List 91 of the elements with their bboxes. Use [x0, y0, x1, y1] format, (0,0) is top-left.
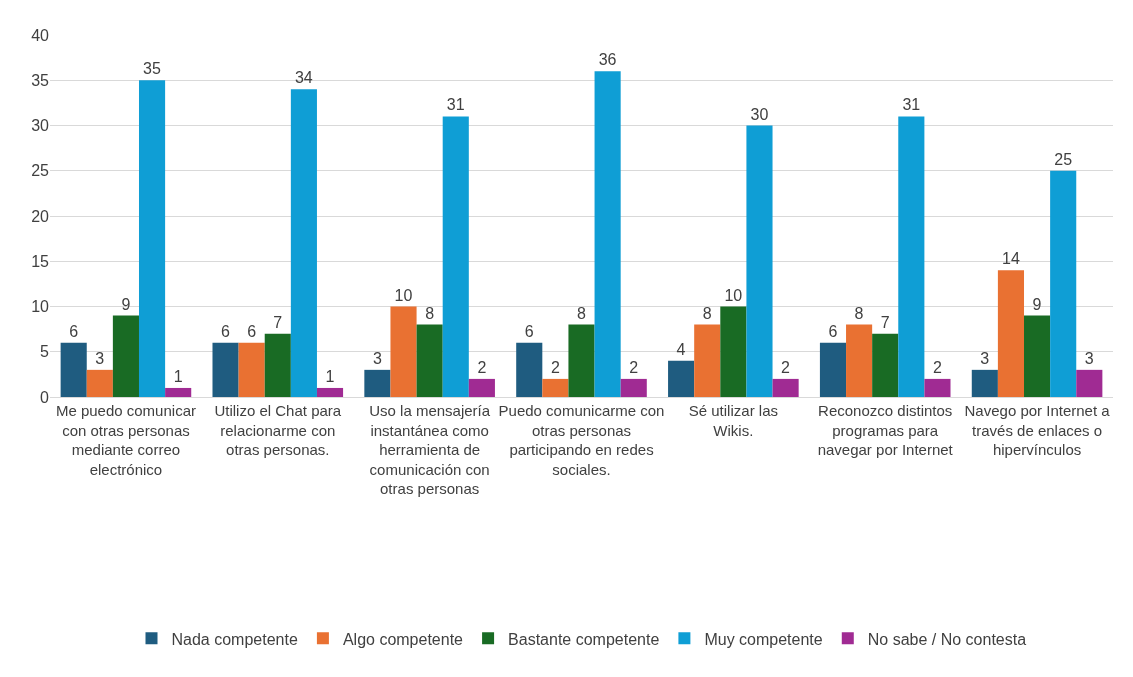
data-label: 2	[932, 358, 942, 376]
data-label: 8	[702, 304, 712, 322]
bar	[364, 369, 391, 397]
data-label: 1	[173, 367, 183, 385]
bar	[316, 387, 344, 397]
data-label: 10	[724, 286, 743, 304]
data-label: 34	[294, 69, 313, 87]
data-label: 30	[750, 105, 769, 123]
data-label: 8	[854, 304, 864, 322]
data-label: 4	[676, 340, 686, 358]
bar	[772, 378, 799, 397]
data-label: 9	[1032, 295, 1042, 313]
x-tick-label: Utilizo el Chat para relacionarme con otras personas.	[214, 402, 342, 458]
bar	[668, 360, 695, 397]
data-label: 9	[121, 295, 131, 313]
data-label: 2	[477, 358, 487, 376]
x-tick-label: Sé utilizar las Wikis.	[688, 402, 778, 439]
data-label: 1	[325, 367, 335, 385]
legend-label: Bastante competente	[508, 630, 660, 648]
legend-label: Algo competente	[342, 630, 464, 648]
x-tick-label: Puedo comunicarme con otras personas participando en redes sociales.	[498, 402, 665, 478]
bar	[1076, 369, 1103, 397]
data-label: 7	[273, 313, 283, 331]
bar	[516, 342, 543, 397]
data-label: 2	[781, 358, 791, 376]
y-tick-label: 0	[40, 388, 50, 406]
bar	[720, 306, 747, 397]
data-label: 2	[550, 358, 560, 376]
data-label: 8	[425, 304, 435, 322]
legend-label: Muy competente	[704, 630, 823, 648]
data-label: 8	[577, 304, 586, 322]
data-label: 36	[598, 51, 617, 69]
bar	[138, 80, 166, 397]
data-label: 6	[247, 322, 257, 340]
y-tick-label: 25	[31, 162, 50, 180]
bar	[468, 378, 495, 397]
data-label: 35	[143, 60, 161, 78]
bar	[819, 342, 847, 397]
data-label: 2	[629, 358, 639, 376]
y-tick-label: 20	[31, 207, 50, 225]
x-tick-label: Reconozco distintos programas para navegar por Internet	[817, 402, 954, 458]
x-tick-label: Uso la mensajería instantánea como herramienta de comunicación con otras personas	[369, 402, 491, 497]
bar	[542, 378, 569, 397]
bar	[694, 324, 721, 397]
data-label: 6	[221, 322, 231, 340]
bar	[86, 369, 113, 397]
bar	[60, 342, 87, 397]
y-tick-label: 35	[31, 71, 50, 89]
legend-label: No sabe / No contesta	[867, 630, 1027, 648]
bar	[568, 324, 595, 397]
bar	[165, 387, 192, 397]
x-tick-label: Me puedo comunicar con otras personas mediante correo electrónico	[55, 402, 196, 478]
data-label: 6	[69, 322, 79, 340]
bar	[390, 306, 417, 397]
bar	[1050, 170, 1077, 397]
data-label: 7	[880, 313, 890, 331]
bar	[594, 71, 621, 397]
bar	[846, 324, 873, 397]
data-label: 3	[95, 349, 105, 367]
data-label: 10	[394, 286, 413, 304]
data-label: 6	[828, 322, 838, 340]
data-label: 14	[1002, 250, 1020, 268]
bar	[971, 369, 998, 397]
y-tick-label: 30	[31, 117, 50, 135]
bar	[416, 324, 443, 397]
bar	[442, 116, 469, 397]
bar	[924, 378, 951, 397]
data-label: 3	[1084, 349, 1094, 367]
bar	[112, 315, 139, 397]
y-tick-label: 10	[31, 298, 50, 316]
bar	[212, 342, 239, 397]
bar	[872, 333, 899, 397]
y-tick-label: 5	[40, 343, 50, 361]
bar	[997, 270, 1025, 397]
data-label: 31	[902, 96, 921, 114]
bar	[620, 378, 647, 397]
data-label: 3	[372, 349, 382, 367]
data-label: 31	[446, 96, 465, 114]
bar	[746, 125, 773, 397]
bar	[290, 89, 317, 397]
data-label: 3	[980, 349, 990, 367]
bar	[1024, 315, 1051, 397]
data-label: 6	[524, 322, 534, 340]
bar	[238, 342, 265, 397]
x-tick-label: Navego por Internet a través de enlaces o hipervínculos	[964, 402, 1111, 458]
legend-label: Nada competente	[171, 630, 298, 648]
data-label: 25	[1054, 150, 1073, 168]
bar	[264, 333, 291, 397]
y-tick-label: 40	[31, 26, 50, 44]
y-tick-label: 15	[31, 252, 50, 270]
bar	[898, 116, 925, 397]
